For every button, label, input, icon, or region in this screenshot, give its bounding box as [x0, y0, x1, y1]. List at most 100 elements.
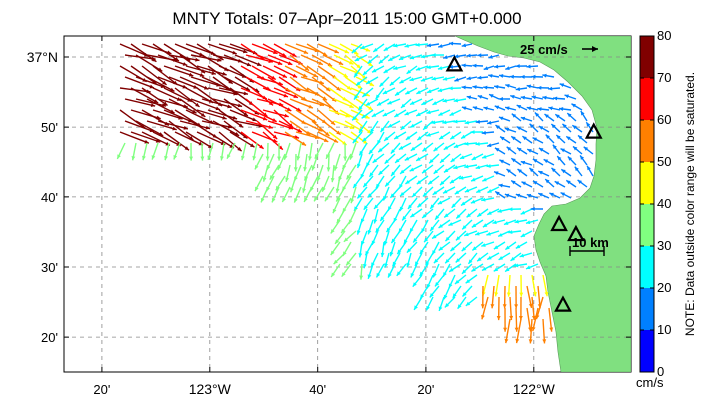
current-vector — [464, 230, 478, 237]
current-vector — [457, 296, 467, 310]
current-vector — [561, 123, 572, 133]
current-vector — [141, 65, 167, 86]
current-vector — [174, 87, 200, 108]
current-vector — [450, 153, 462, 163]
current-vector — [415, 42, 429, 47]
colorbar-segment — [640, 78, 654, 120]
current-vector — [262, 43, 287, 58]
current-vector — [350, 87, 370, 97]
current-vector — [471, 153, 484, 161]
current-vector — [271, 186, 280, 203]
current-vector — [502, 285, 507, 309]
current-vector — [548, 86, 561, 91]
current-vector — [438, 296, 445, 312]
current-vector — [285, 164, 291, 183]
current-vector — [538, 170, 550, 177]
current-vector — [510, 179, 522, 188]
current-vector — [223, 76, 251, 92]
current-vector — [498, 97, 511, 101]
current-vector — [474, 230, 489, 236]
current-vector — [477, 75, 489, 80]
current-vector — [532, 158, 544, 166]
current-vector — [461, 263, 473, 275]
current-vector — [566, 112, 577, 122]
current-vector — [585, 121, 594, 133]
current-vector — [341, 263, 352, 278]
current-vector — [455, 252, 467, 263]
current-vector — [429, 197, 440, 210]
current-vector — [420, 76, 434, 82]
current-vector — [322, 76, 342, 92]
current-vector — [352, 131, 363, 144]
current-vector — [146, 76, 175, 92]
current-vector — [311, 76, 331, 92]
current-vector — [514, 219, 528, 224]
current-vector — [443, 285, 451, 300]
current-vector — [376, 98, 390, 107]
colorbar-tick-label: 10 — [657, 322, 671, 337]
current-vector — [499, 136, 511, 144]
current-vector — [466, 95, 478, 100]
current-vector — [449, 109, 462, 117]
current-vector — [426, 43, 440, 48]
current-vector — [577, 134, 588, 144]
current-vector — [504, 127, 517, 133]
current-vector — [254, 175, 264, 192]
current-vector — [358, 120, 368, 134]
current-vector — [367, 263, 374, 280]
current-vector — [404, 43, 418, 48]
current-vector — [322, 120, 342, 136]
current-vector — [389, 241, 396, 257]
current-vector — [398, 54, 412, 61]
current-vector — [317, 109, 336, 126]
current-vector — [311, 120, 330, 137]
current-vector — [333, 252, 346, 265]
current-vector — [519, 274, 524, 297]
current-vector — [434, 208, 445, 221]
current-vector — [372, 153, 385, 164]
current-vector — [417, 197, 429, 208]
current-vector — [538, 125, 550, 133]
current-vector — [278, 98, 302, 112]
current-vector — [493, 241, 506, 250]
current-vector — [422, 186, 434, 198]
current-vector — [355, 54, 373, 67]
current-vector — [373, 197, 385, 210]
current-vector — [431, 76, 445, 81]
colorbar-segment — [640, 36, 654, 78]
current-vector — [432, 263, 440, 278]
current-vector — [196, 65, 227, 76]
current-vector — [509, 296, 514, 321]
current-vector — [526, 64, 539, 69]
colorbar-segment — [640, 120, 654, 162]
current-vector — [399, 186, 412, 197]
current-vector — [498, 252, 511, 261]
current-vector — [453, 142, 467, 149]
current-vector — [218, 109, 244, 128]
current-vector — [389, 186, 401, 199]
colorbar-tick-label: 20 — [657, 280, 671, 295]
current-vector — [284, 65, 308, 78]
current-vector — [505, 65, 517, 71]
current-vector — [396, 263, 407, 277]
x-tick-label: 123°W — [189, 381, 232, 397]
current-vector — [333, 120, 355, 130]
current-vector — [481, 241, 495, 247]
current-vector — [579, 155, 588, 166]
current-vector — [373, 208, 379, 224]
current-vector — [240, 131, 264, 150]
current-vector — [352, 175, 363, 189]
current-vector — [520, 95, 533, 100]
current-vector — [384, 252, 390, 268]
current-vector — [131, 142, 137, 161]
current-vector — [335, 175, 341, 193]
current-vector — [571, 103, 583, 111]
current-vector — [262, 164, 269, 182]
current-vector — [583, 146, 594, 155]
current-vector — [471, 241, 484, 251]
current-vector — [515, 241, 528, 249]
current-vector — [380, 241, 385, 258]
current-vector — [361, 131, 374, 143]
current-vector — [404, 109, 418, 116]
